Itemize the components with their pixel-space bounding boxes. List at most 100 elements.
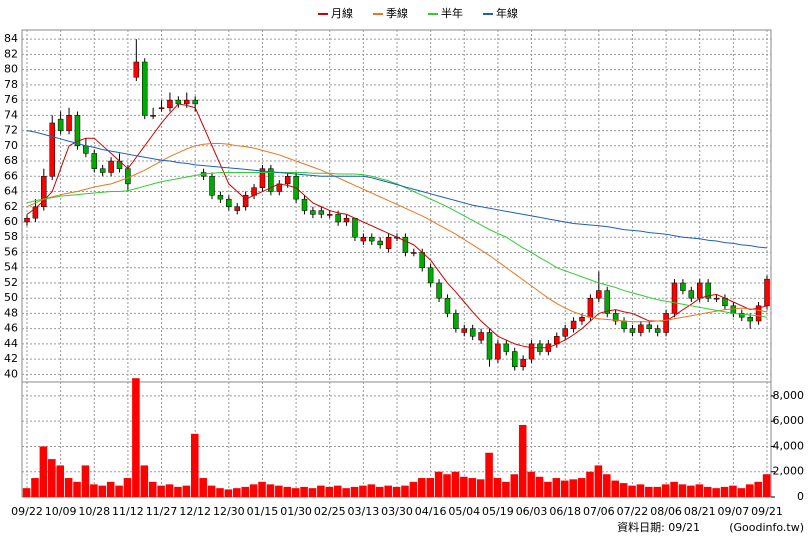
volume-bar: [140, 465, 149, 497]
x-tick-label: 09/07: [718, 505, 750, 518]
volume-bar: [333, 485, 342, 497]
volume-bar: [636, 484, 645, 497]
y-tick-label: 80: [4, 63, 18, 76]
y-tick-label: 54: [4, 261, 18, 274]
volume-bar: [653, 486, 662, 497]
y-tick-label: 50: [4, 291, 18, 304]
candle-body: [226, 198, 232, 208]
volume-bar: [418, 478, 426, 497]
volume-bar: [56, 465, 64, 497]
volume-bar: [233, 488, 241, 497]
ma-line: [26, 171, 768, 318]
candle-body: [167, 99, 173, 108]
candle-body: [654, 328, 661, 333]
x-tick-label: 11/12: [112, 505, 144, 518]
candle-body: [402, 236, 409, 253]
candle-body: [385, 236, 392, 249]
volume-bar: [729, 485, 737, 497]
candle-body: [764, 278, 770, 307]
x-tick-label: 04/16: [415, 505, 447, 518]
candle-body: [562, 328, 568, 337]
candle-body: [99, 168, 106, 173]
candle-body: [369, 236, 375, 242]
candle-body: [352, 217, 358, 238]
y-tick-label: 70: [4, 139, 18, 152]
candle-body: [705, 282, 711, 299]
candle-body: [478, 332, 484, 341]
candle-body: [713, 297, 720, 300]
candle-body: [49, 122, 55, 177]
candle-body: [184, 99, 190, 105]
x-tick-label: 05/04: [448, 505, 480, 518]
candle-body: [444, 297, 451, 314]
x-tick-label: 05/19: [482, 505, 514, 518]
y-tick-label: 78: [4, 78, 18, 91]
footer-date: 資料日期: 09/21: [617, 520, 700, 534]
candle-body: [217, 195, 224, 200]
candle-body: [108, 160, 114, 173]
y-tick-label: 68: [4, 154, 18, 167]
volume-bar: [594, 465, 603, 497]
volume-bar: [81, 465, 90, 497]
volume-bar: [115, 485, 123, 497]
candle-body: [755, 305, 762, 322]
candle-body: [318, 210, 325, 215]
y-tick-label: 74: [4, 108, 18, 121]
candle-body: [310, 210, 316, 215]
volume-bar: [241, 486, 249, 497]
volume-bar: [275, 485, 283, 497]
candle-body: [360, 236, 367, 242]
volume-bar: [426, 478, 434, 497]
candle-body: [570, 320, 577, 329]
volume-bar: [98, 485, 107, 497]
y2-tick-label: 4,000: [773, 439, 805, 452]
y-tick-label: 52: [4, 276, 18, 289]
volume-bar: [754, 481, 762, 497]
x-tick-label: 08/21: [684, 505, 716, 518]
volume-bar: [577, 478, 586, 497]
y2-tick-label: 8,000: [773, 389, 805, 402]
legend-label: 半年: [441, 6, 463, 20]
candle-body: [234, 206, 240, 211]
volume-bar: [39, 446, 48, 497]
y-tick-label: 72: [4, 124, 18, 137]
y-tick-label: 64: [4, 185, 18, 198]
x-tick-label: 01/15: [247, 505, 279, 518]
candle-body: [486, 332, 493, 360]
candle-body: [343, 217, 350, 223]
candle-body: [495, 343, 501, 360]
y-tick-label: 48: [4, 306, 18, 319]
legend-label: 季線: [386, 6, 408, 20]
candle-body: [326, 214, 333, 216]
volume-bar: [560, 480, 569, 497]
volume-bar: [283, 486, 292, 497]
volume-bar: [207, 485, 216, 497]
candle-body: [511, 351, 518, 368]
y-tick-label: 82: [4, 47, 18, 60]
candle-body: [730, 305, 737, 314]
candle-body: [696, 282, 703, 299]
candle-body: [739, 313, 745, 318]
candle-body: [41, 176, 47, 208]
y-tick-label: 42: [4, 352, 18, 365]
volume-bar: [552, 478, 561, 497]
volume-bar: [762, 474, 771, 497]
volume-bar: [619, 483, 628, 497]
volume-bar: [401, 485, 409, 497]
candle-body: [579, 316, 585, 322]
volume-bar: [73, 481, 81, 497]
volume-bar: [535, 476, 544, 497]
volume-bar: [703, 486, 712, 497]
volume-bar: [48, 459, 56, 497]
volume-bar: [199, 478, 207, 497]
volume-bar: [342, 488, 350, 497]
volume-bar: [603, 474, 611, 497]
candle-body: [680, 282, 686, 291]
candle-body: [663, 313, 669, 333]
candle-body: [453, 313, 459, 329]
candle-body: [587, 297, 594, 318]
x-tick-label: 10/28: [78, 505, 110, 518]
volume-bar: [712, 488, 720, 497]
candle-body: [411, 252, 417, 254]
volume-bar: [443, 474, 451, 497]
